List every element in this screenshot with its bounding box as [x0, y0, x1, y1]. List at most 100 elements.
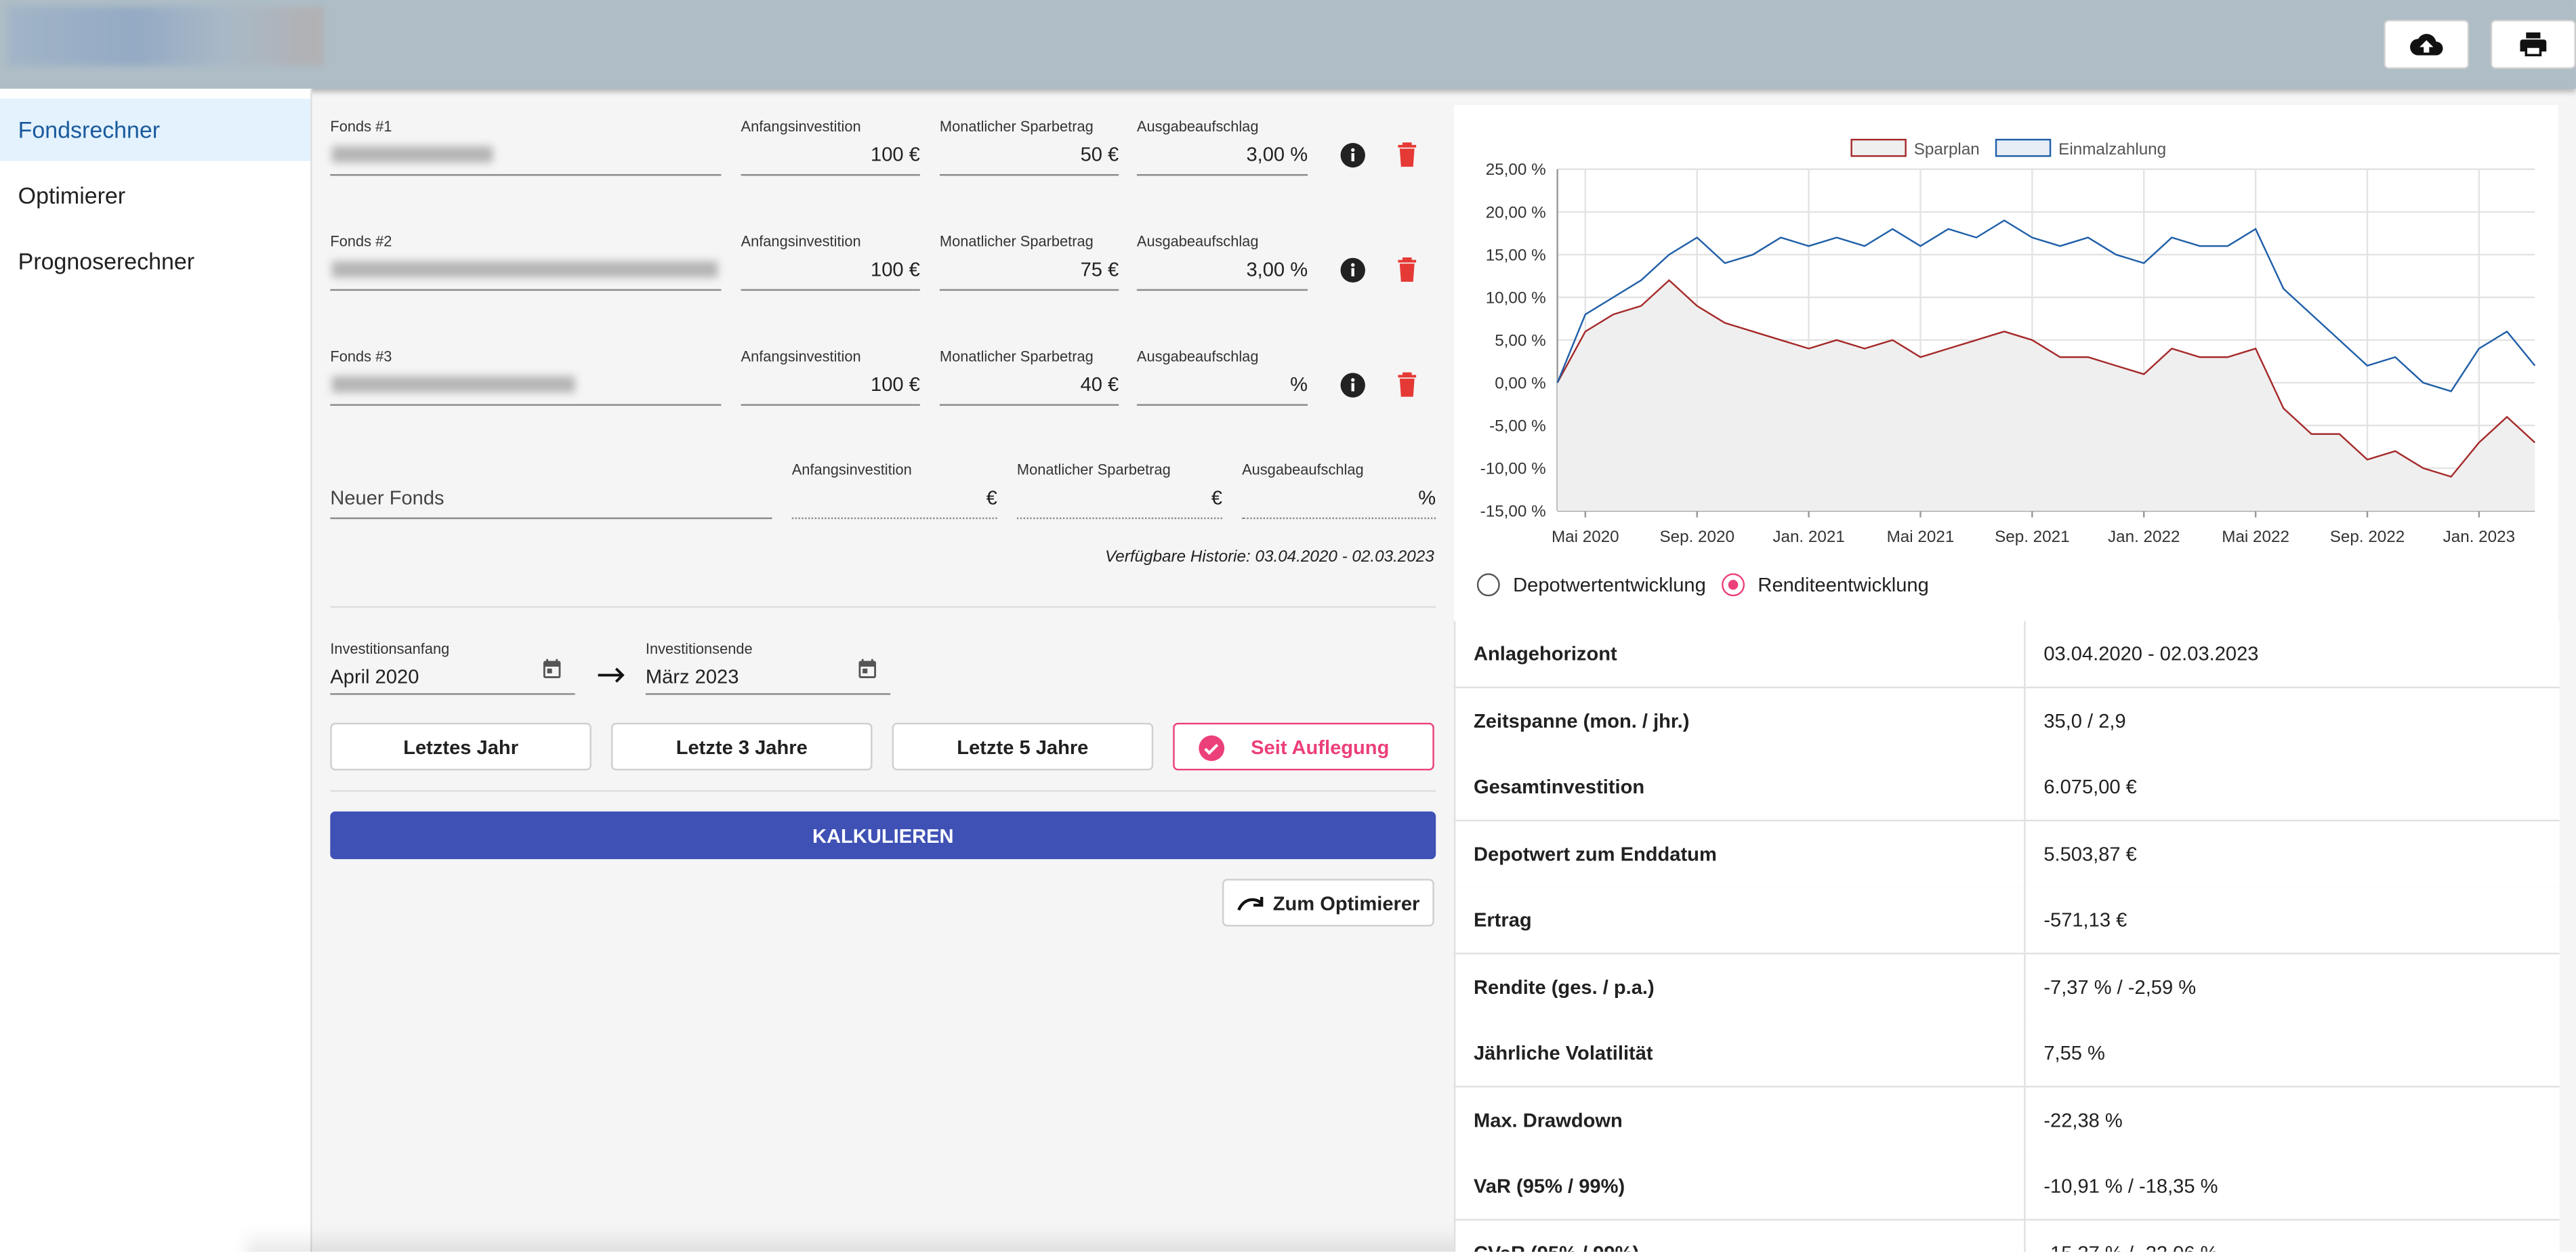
chart-panel: -15,00 % -10,00 % -5,00 % 0,00 % 5,00 % 10,00… — [1453, 105, 2558, 621]
radio[interactable] — [1476, 573, 1500, 597]
radio-selected[interactable] — [1722, 573, 1745, 597]
y-tick-label: -10,00 % — [1480, 460, 1546, 478]
table-row: Depotwert zum Enddatum 5.503,87 € — [1453, 820, 2560, 888]
cell-divider — [2024, 820, 2026, 887]
cell-divider — [2024, 1086, 2026, 1152]
cell-label: Max. Drawdown — [1473, 1108, 1623, 1131]
print-button[interactable] — [2490, 20, 2576, 69]
field-value[interactable]: 3,00 % — [1246, 257, 1308, 281]
radio-label[interactable]: Renditeentwicklung — [1758, 573, 1929, 597]
cell-divider — [2024, 621, 2026, 687]
y-tick-label: 15,00 % — [1486, 246, 1546, 264]
legend-label: Einmalzahlung — [2058, 140, 2166, 159]
fund-name-blurred[interactable] — [331, 146, 493, 163]
x-tick-label: Sep. 2020 — [1659, 528, 1734, 546]
fund-name-blurred[interactable] — [331, 376, 575, 393]
field-label: Anfangsinvestition — [741, 118, 861, 135]
button-label: Seit Auflegung — [1251, 735, 1390, 758]
range-button[interactable]: Letztes Jahr — [330, 722, 591, 771]
field-value[interactable]: 100 € — [871, 257, 920, 281]
field-value[interactable]: 75 € — [1080, 257, 1119, 281]
radio-dot — [1728, 579, 1739, 590]
field-label: Monatlicher Sparbetrag — [1016, 461, 1171, 478]
radio-label[interactable]: Depotwertentwicklung — [1513, 573, 1706, 597]
cell-divider — [2024, 953, 2026, 1020]
table-row: VaR (95% / 99%) -10,91 % / -18,35 % — [1453, 1153, 2560, 1221]
calculate-button[interactable]: KALKULIEREN — [330, 811, 1436, 860]
cell-label: Jährliche Volatilität — [1473, 1041, 1653, 1065]
y-tick-label: 25,00 % — [1486, 161, 1546, 179]
table-row: Max. Drawdown -22,38 % — [1453, 1086, 2560, 1154]
field-value[interactable]: % — [1290, 373, 1308, 396]
info-icon[interactable] — [1340, 257, 1365, 283]
field-label: Monatlicher Sparbetrag — [939, 348, 1094, 365]
legend-swatch — [1850, 138, 1907, 157]
field-value[interactable]: 100 € — [871, 373, 920, 396]
field-label: Investitionsanfang — [330, 640, 450, 657]
field-value[interactable]: 3,00 % — [1246, 142, 1308, 166]
field-label: Anfangsinvestition — [791, 461, 912, 478]
x-tick-label: Mai 2021 — [1887, 528, 1955, 546]
table-row: Rendite (ges. / p.a.) -7,37 % / -2,59 % — [1453, 953, 2560, 1021]
field-unit[interactable]: € — [1211, 486, 1222, 509]
x-tick-label: Mai 2020 — [1552, 528, 1619, 546]
fund-name-blurred[interactable] — [331, 261, 718, 278]
new-fund-placeholder[interactable]: Neuer Fonds — [330, 486, 444, 509]
info-icon[interactable] — [1340, 373, 1365, 398]
date-value[interactable]: März 2023 — [645, 665, 739, 688]
field-unit[interactable]: € — [986, 486, 997, 509]
delete-icon[interactable] — [1396, 142, 1418, 168]
table-row: Zeitspanne (mon. / jhr.) 35,0 / 2,9 — [1453, 687, 2560, 755]
input-underline — [330, 289, 722, 291]
nav-item[interactable]: Fondsrechner — [18, 117, 161, 143]
range-button[interactable]: Letzte 3 Jahre — [610, 722, 873, 771]
input-underline — [330, 693, 575, 695]
field-value[interactable]: 50 € — [1080, 142, 1119, 166]
field-unit[interactable]: % — [1418, 486, 1436, 509]
calendar-icon[interactable] — [856, 657, 879, 680]
cell-label: Rendite (ges. / p.a.) — [1473, 975, 1655, 999]
cell-label: Zeitspanne (mon. / jhr.) — [1473, 709, 1690, 732]
fund-label: Fonds #2 — [330, 233, 392, 250]
redo-icon — [1237, 896, 1263, 911]
delete-icon[interactable] — [1396, 371, 1418, 398]
x-tick-label: Jan. 2022 — [2108, 528, 2180, 546]
fund-label: Fonds #3 — [330, 348, 392, 365]
cell-value: -7,37 % / -2,59 % — [2043, 975, 2197, 999]
cell-label: Depotwert zum Enddatum — [1473, 841, 1717, 865]
nav-item[interactable]: Optimierer — [18, 182, 126, 209]
info-icon[interactable] — [1340, 142, 1365, 168]
cell-divider — [2024, 1219, 2026, 1252]
range-button[interactable]: Letzte 5 Jahre — [892, 722, 1154, 771]
sidebar: Fondsrechner Optimierer Prognoserechner — [0, 88, 312, 1252]
button-label: Letzte 5 Jahre — [957, 735, 1089, 758]
cell-value: 03.04.2020 - 02.03.2023 — [2043, 642, 2259, 666]
input-underline — [741, 289, 920, 291]
calendar-icon[interactable] — [541, 657, 564, 680]
y-tick-label: 10,00 % — [1486, 289, 1546, 307]
range-button[interactable]: Seit Auflegung — [1173, 722, 1434, 771]
nav-item[interactable]: Prognoserechner — [18, 248, 195, 274]
delete-icon[interactable] — [1396, 256, 1418, 283]
cell-divider — [2024, 1020, 2026, 1086]
cell-value: 35,0 / 2,9 — [2043, 709, 2126, 732]
input-underline — [791, 517, 997, 520]
cell-value: -15,37 % / -22,06 % — [2043, 1241, 2218, 1252]
x-tick-label: Mai 2022 — [2222, 528, 2289, 546]
optimizer-button[interactable]: Zum Optimierer — [1222, 879, 1434, 927]
legend-swatch — [1995, 138, 2052, 157]
upload-button[interactable] — [2384, 20, 2470, 69]
input-underline — [330, 174, 722, 176]
field-value[interactable]: 100 € — [871, 142, 920, 166]
cell-label: Anlagehorizont — [1473, 642, 1617, 666]
field-label: Ausgabeaufschlag — [1136, 233, 1259, 250]
divider — [330, 790, 1436, 792]
button-label: Letztes Jahr — [403, 735, 519, 758]
input-underline — [741, 174, 920, 176]
field-value[interactable]: 40 € — [1080, 373, 1119, 396]
date-value[interactable]: April 2020 — [330, 665, 419, 688]
cell-label: VaR (95% / 99%) — [1473, 1174, 1625, 1198]
input-underline — [1136, 289, 1308, 291]
x-tick-label: Jan. 2021 — [1772, 528, 1844, 546]
